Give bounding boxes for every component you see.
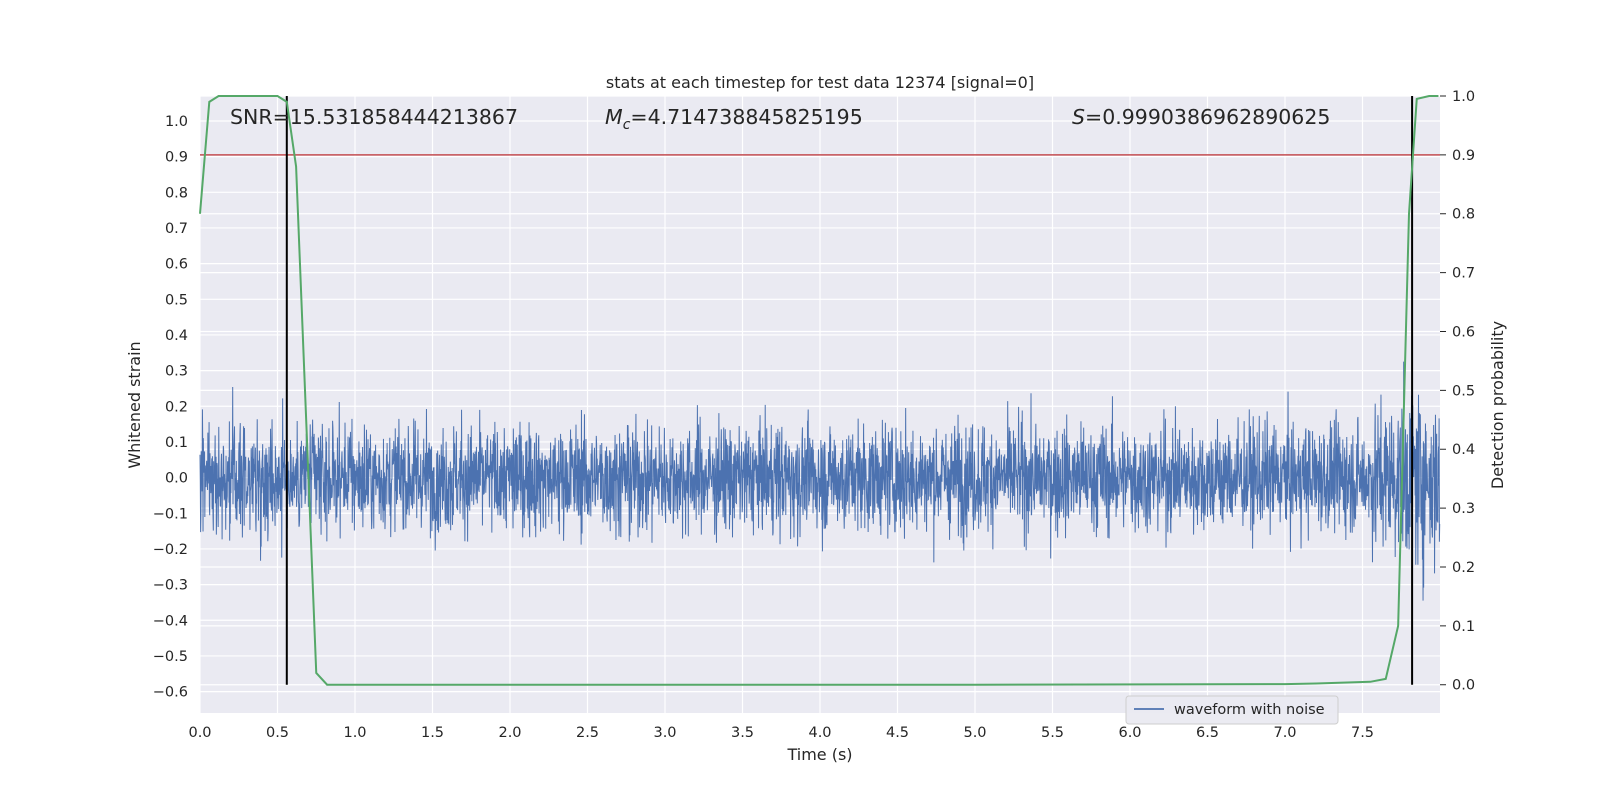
waveform-series (199, 361, 1441, 601)
x-tick-label: 6.0 (1118, 725, 1141, 741)
x-tick-labels: 0.0 0.5 1.0 1.5 2.0 2.5 3.0 3.5 4.0 4.5 5.0 5.5 6.0 6… (188, 725, 1374, 741)
x-tick-label: 7.0 (1273, 725, 1296, 741)
y2-tick-label: 0.3 (1452, 501, 1475, 517)
y2-tick-label: 0.0 (1452, 678, 1475, 694)
legend-label: waveform with noise (1174, 702, 1325, 718)
legend-box (1125, 695, 1339, 725)
y-tick-label: −0.1 (153, 506, 188, 522)
y-axis-label: Whitened strain (125, 341, 144, 468)
y2-tick-label: 0.8 (1452, 207, 1475, 223)
y-tick-label: 0.5 (165, 292, 188, 308)
y-tick-label: 1.0 (165, 114, 188, 130)
x-tick-label: 0.0 (188, 725, 211, 741)
x-tick-label: 4.5 (886, 725, 909, 741)
x-tick-label: 2.5 (576, 725, 599, 741)
y-tick-label: 0.4 (165, 328, 188, 344)
x-tick-label: 0.5 (266, 725, 289, 741)
x-axis-label: Time (s) (786, 745, 852, 764)
y2-tick-label: 0.4 (1452, 442, 1475, 458)
detection-probability-line (199, 95, 1439, 686)
waveform-trace (199, 361, 1441, 601)
score-annotation: S=0.9990386962890625 (1072, 105, 1330, 129)
chirp-mass-subscript: c (623, 117, 631, 133)
y-tick-label: 0.0 (165, 471, 188, 487)
vertical-marker-lines (285, 96, 1414, 685)
y2-tick-labels: 1.0 0.9 0.8 0.7 0.6 0.5 0.4 0.3 0.2 0.1 0.0 (1440, 89, 1475, 694)
x-tick-label: 5.0 (963, 725, 986, 741)
x-gridlines (199, 96, 1364, 713)
chirp-mass-symbol: M (605, 105, 623, 129)
y2-tick-label: 1.0 (1452, 89, 1475, 105)
x-tick-label: 4.0 (808, 725, 831, 741)
score-value: =0.9990386962890625 (1085, 105, 1330, 129)
y-tick-label: −0.5 (153, 649, 188, 665)
x-tick-label: 7.5 (1351, 725, 1374, 741)
legend: waveform with noise (1125, 695, 1339, 725)
y-tick-label: 0.9 (165, 150, 188, 166)
y-tick-label: −0.2 (153, 542, 188, 558)
x-tick-label: 1.5 (421, 725, 444, 741)
y-tick-label: −0.4 (153, 613, 188, 629)
snr-annotation: SNR=15.531858444213867 (230, 105, 518, 129)
x-tick-label: 5.5 (1041, 725, 1064, 741)
y2-tick-label: 0.2 (1452, 560, 1475, 576)
y2-axis-label: Detection probability (1488, 321, 1507, 489)
y-tick-label: −0.3 (153, 578, 188, 594)
x-tick-label: 6.5 (1196, 725, 1219, 741)
y2-tick-label: 0.7 (1452, 266, 1475, 282)
x-tick-label: 3.5 (731, 725, 754, 741)
x-tick-label: 2.0 (498, 725, 521, 741)
y2-tick-label: 0.6 (1452, 324, 1475, 340)
y-tick-label: 0.2 (165, 399, 188, 415)
chart-title: stats at each timestep for test data 123… (606, 73, 1034, 92)
y-tick-label: 0.1 (165, 435, 188, 451)
x-tick-label: 1.0 (343, 725, 366, 741)
y-tick-labels: 1.0 0.9 0.8 0.7 0.6 0.5 0.4 0.3 0.2 0.1 0.0 −0.1 −0.… (153, 114, 188, 701)
y-tick-label: 0.6 (165, 257, 188, 273)
x-tick-label: 3.0 (653, 725, 676, 741)
y2-tick-label: 0.5 (1452, 383, 1475, 399)
y-tick-label: 0.8 (165, 185, 188, 201)
chirp-mass-annotation: Mc=4.714738845825195 (605, 105, 863, 133)
y2-tick-label: 0.9 (1452, 148, 1475, 164)
y2-tick-label: 0.1 (1452, 619, 1475, 635)
chirp-mass-value: =4.714738845825195 (630, 105, 862, 129)
score-symbol: S (1072, 105, 1085, 129)
y-tick-label: 0.7 (165, 221, 188, 237)
y-tick-label: −0.6 (153, 685, 188, 701)
y-tick-label: 0.3 (165, 364, 188, 380)
